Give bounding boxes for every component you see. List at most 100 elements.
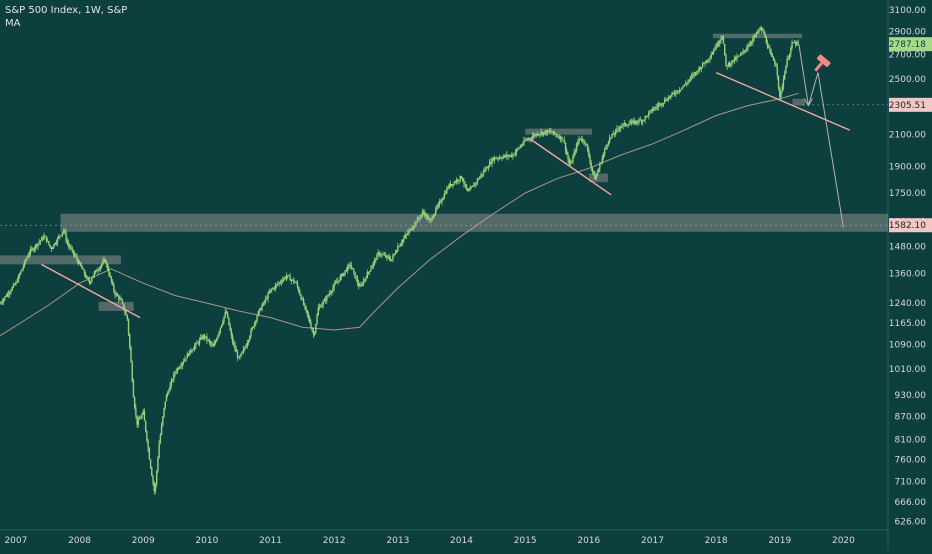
candle-body — [279, 282, 282, 284]
chart-legend: S&P 500 Index, 1W, S&P MA — [5, 4, 127, 30]
support-resistance-zone — [98, 301, 134, 311]
candle-body — [372, 262, 375, 266]
candle-body — [574, 151, 577, 152]
candle-body — [508, 155, 510, 157]
candle-body — [536, 133, 539, 136]
candle-body — [335, 282, 338, 284]
candle-body — [586, 144, 589, 150]
candle-body — [581, 139, 584, 141]
candle-body — [31, 248, 33, 250]
candle-body — [201, 337, 203, 339]
candle-body — [792, 42, 794, 44]
candle-body — [212, 344, 214, 347]
candle-body — [282, 279, 284, 282]
candle-body — [350, 265, 353, 268]
candle-body — [449, 183, 452, 186]
candle-body — [380, 254, 382, 256]
candle-body — [589, 156, 591, 164]
candle-body — [349, 264, 351, 266]
candle-body — [666, 100, 668, 102]
candle-body — [356, 278, 359, 284]
candle-body — [288, 275, 290, 277]
candle-body — [88, 279, 91, 283]
candle-body — [44, 235, 46, 237]
candle-body — [526, 139, 529, 141]
candle-body — [486, 167, 488, 169]
candle-body — [491, 158, 493, 164]
candle-body — [315, 324, 317, 333]
candle-body — [131, 362, 133, 382]
candle-body — [420, 214, 422, 218]
candle-body — [115, 294, 117, 296]
candle-body — [719, 40, 721, 44]
candle-body — [550, 131, 552, 132]
candle-body — [546, 130, 548, 134]
candle-body — [61, 232, 64, 236]
candle-body — [436, 206, 438, 209]
candle-body — [757, 32, 759, 33]
candle-body — [708, 59, 710, 61]
candle-body — [651, 109, 654, 111]
candle-body — [295, 282, 297, 284]
candle-body — [654, 107, 656, 110]
candle-body — [556, 134, 558, 137]
candle-body — [617, 128, 619, 130]
candle-body — [377, 252, 379, 255]
candle-body — [432, 216, 435, 219]
candle-body — [681, 87, 683, 90]
candle-body — [50, 247, 53, 250]
candle-body — [659, 103, 661, 105]
candle-body — [229, 325, 231, 331]
candle-body — [109, 274, 111, 277]
candle-body — [635, 120, 638, 123]
candle-body — [394, 252, 397, 254]
candle-body — [305, 306, 307, 310]
candle-body — [398, 246, 400, 248]
candle-body — [296, 282, 299, 288]
candle-body — [257, 311, 259, 317]
candle-body — [438, 201, 441, 204]
candle-body — [93, 272, 95, 276]
candle-body — [250, 330, 252, 337]
candle-body — [656, 106, 659, 108]
candle-body — [278, 282, 280, 284]
candle-body — [559, 136, 562, 139]
candle-body — [650, 109, 652, 111]
candle-body — [462, 178, 464, 182]
y-tick-label: 626.00 — [895, 518, 927, 528]
candle-body — [38, 241, 40, 244]
candle-body — [300, 295, 302, 300]
candle-body — [149, 459, 152, 468]
candle-body — [796, 41, 798, 45]
x-tick-label: 2008 — [68, 536, 91, 546]
candle-body — [59, 235, 61, 237]
candle-body — [552, 131, 555, 133]
candle-body — [416, 218, 419, 223]
candle-body — [39, 240, 42, 242]
candle-body — [49, 244, 51, 248]
candle-body — [428, 218, 431, 221]
candle-body — [498, 157, 501, 159]
candle-body — [283, 277, 285, 280]
candle-body — [144, 420, 147, 432]
y-tick-label: 930.00 — [895, 391, 927, 401]
candle-body — [774, 60, 776, 65]
candle-body — [514, 152, 517, 155]
candle-body — [87, 277, 89, 280]
candle-body — [616, 128, 618, 130]
candle-body — [233, 342, 235, 345]
candle-body — [537, 134, 540, 136]
trendline — [41, 263, 141, 319]
candle-body — [354, 271, 356, 279]
candle-body — [585, 143, 588, 145]
candle-body — [743, 50, 745, 52]
candle-body — [245, 346, 247, 348]
candle-body — [211, 343, 213, 345]
candle-body — [378, 252, 381, 255]
y-tick-label: 1010.00 — [889, 365, 926, 375]
candle-body — [452, 184, 454, 185]
candle-body — [214, 341, 217, 344]
candle-body — [575, 144, 578, 152]
candle-body — [715, 44, 717, 50]
